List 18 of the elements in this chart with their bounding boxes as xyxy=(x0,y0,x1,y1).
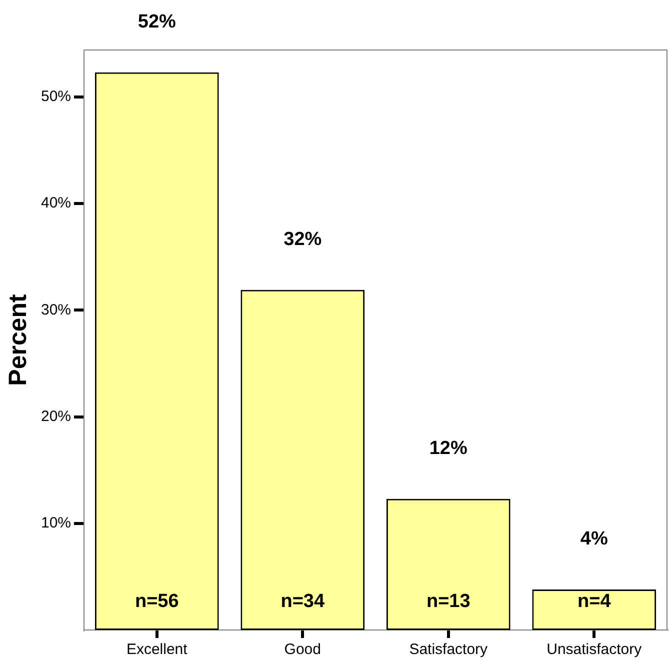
x-tick-label: Satisfactory xyxy=(409,641,488,658)
data-label: 52% xyxy=(138,12,176,33)
data-label: 12% xyxy=(429,438,468,460)
annotation: n=56 xyxy=(134,591,179,612)
data-label: 4% xyxy=(580,528,608,550)
annotation: n=13 xyxy=(426,591,470,612)
y-tick-label: 30% xyxy=(40,301,72,318)
x-tick-label: Excellent xyxy=(126,641,188,658)
y-axis-title: Percent xyxy=(4,293,32,386)
data-label: 32% xyxy=(284,229,322,250)
annotation: n=4 xyxy=(577,591,612,612)
x-tick-label: Unsatisfactory xyxy=(546,641,642,658)
y-tick-label: 50% xyxy=(40,88,72,106)
x-tick-label: Good xyxy=(284,641,321,658)
y-tick-label: 20% xyxy=(40,408,72,425)
annotation: n=34 xyxy=(280,591,325,612)
y-tick-label: 10% xyxy=(40,514,72,532)
y-tick-label: 40% xyxy=(40,194,72,212)
